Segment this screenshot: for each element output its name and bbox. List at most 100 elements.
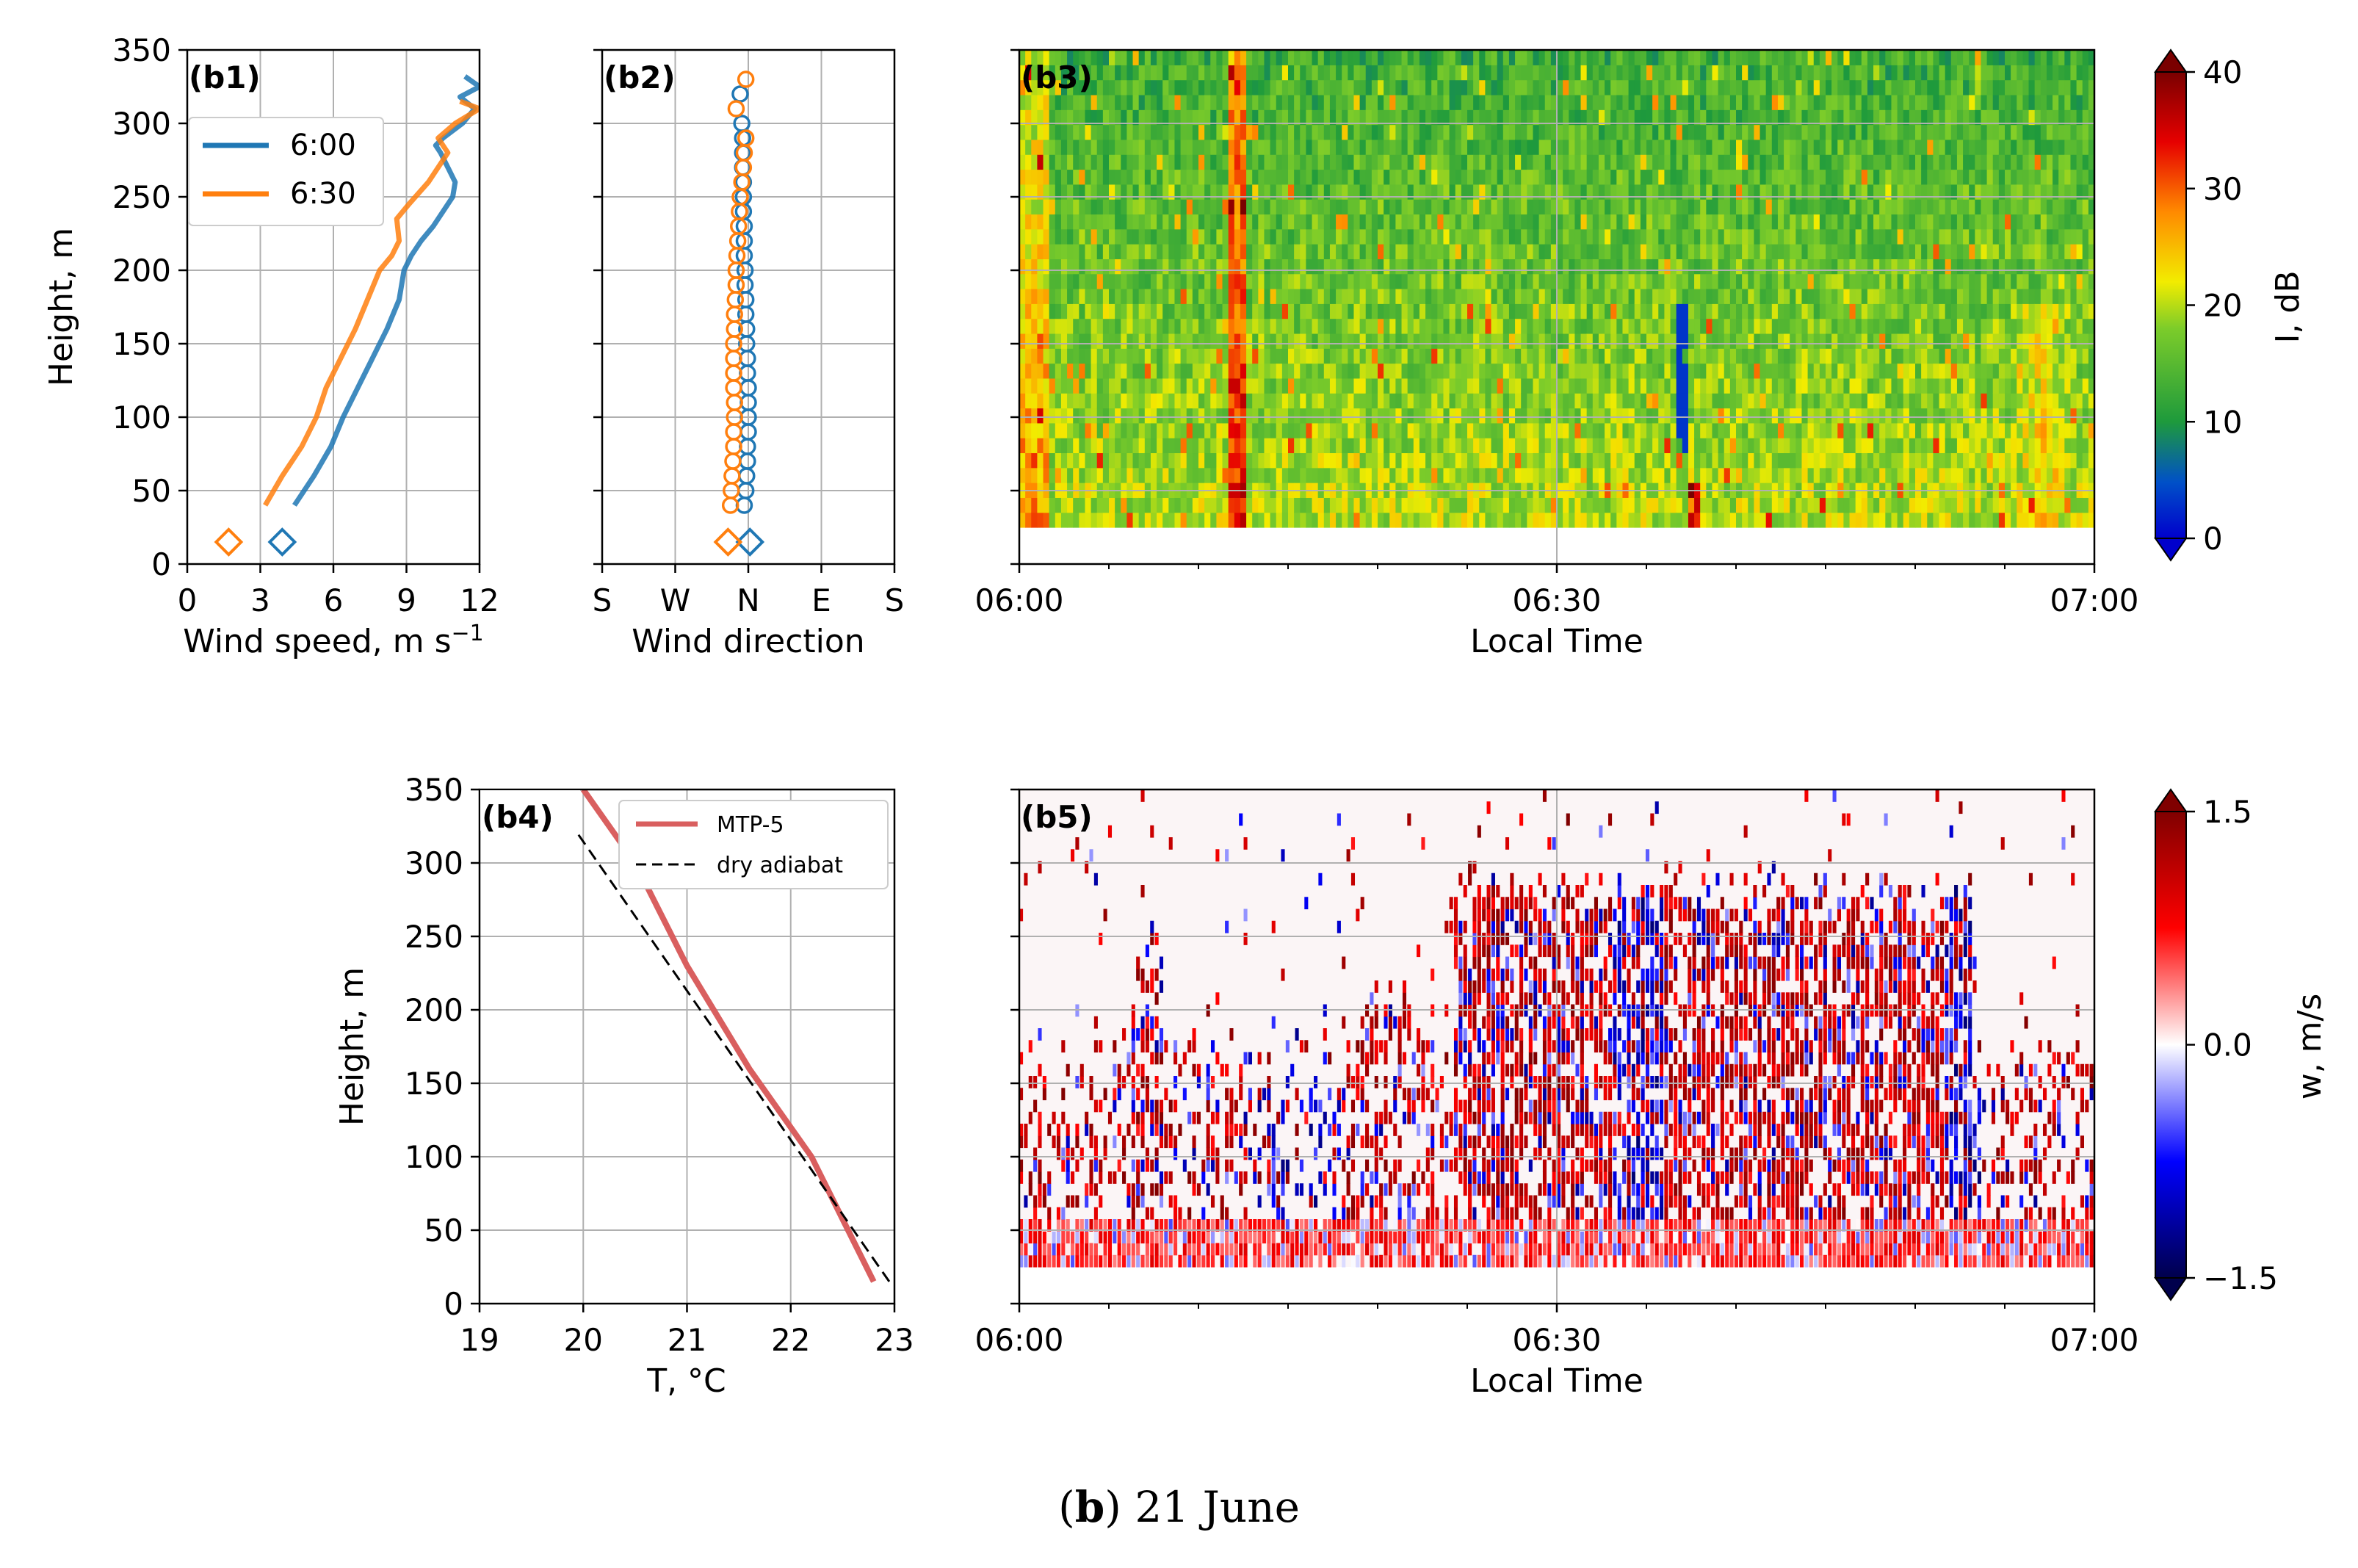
heatmap-cell bbox=[1622, 363, 1630, 379]
heatmap-cell bbox=[1622, 79, 1630, 95]
heatmap-cell bbox=[1222, 512, 1229, 528]
heatmap-cell bbox=[1885, 377, 1892, 394]
heatmap-cell bbox=[1067, 377, 1074, 394]
heatmap-cell bbox=[1174, 377, 1182, 394]
heatmap-cell bbox=[1586, 348, 1594, 364]
heatmap-cell bbox=[1724, 65, 1731, 81]
heatmap-cell bbox=[1049, 303, 1056, 319]
heatmap-cell bbox=[1365, 139, 1373, 155]
heatmap-cell bbox=[1718, 438, 1725, 454]
heatmap-cell bbox=[1121, 94, 1127, 110]
heatmap-cell bbox=[1329, 65, 1337, 81]
heatmap-cell bbox=[1306, 244, 1313, 259]
heatmap-cell bbox=[1903, 94, 1910, 110]
heatmap-cell bbox=[1276, 408, 1283, 424]
heatmap-cell bbox=[1533, 303, 1540, 319]
heatmap-cell bbox=[1867, 289, 1874, 304]
heatmap-cell bbox=[1694, 363, 1701, 379]
heatmap-cell bbox=[1837, 109, 1844, 126]
heatmap-cell bbox=[1395, 154, 1403, 170]
heatmap-cell bbox=[1353, 169, 1361, 185]
heatmap-cell bbox=[1102, 438, 1110, 454]
heatmap-cell bbox=[1437, 50, 1444, 65]
heatmap-cell bbox=[1096, 169, 1104, 185]
heatmap-cell bbox=[1329, 169, 1337, 185]
heatmap-cell bbox=[1317, 408, 1325, 424]
heatmap-cell bbox=[1378, 497, 1384, 513]
heatmap-cell bbox=[1688, 363, 1695, 379]
heatmap-cell bbox=[1826, 79, 1832, 95]
heatmap-cell bbox=[1508, 50, 1516, 65]
heatmap-cell bbox=[1437, 467, 1444, 483]
heatmap-cell bbox=[1569, 348, 1575, 364]
heatmap-cell bbox=[1025, 273, 1032, 289]
heatmap-cell bbox=[1348, 109, 1355, 126]
heatmap-cell bbox=[1371, 228, 1378, 245]
heatmap-cell bbox=[1425, 289, 1432, 304]
heatmap-cell bbox=[1288, 214, 1295, 230]
heatmap-cell bbox=[1222, 393, 1229, 409]
heatmap-cell bbox=[1395, 512, 1403, 528]
heatmap-cell bbox=[1915, 348, 1922, 364]
heatmap-cell bbox=[1855, 199, 1862, 215]
heatmap-cell bbox=[1527, 303, 1534, 319]
heatmap-cell bbox=[1885, 318, 1892, 334]
heatmap-cell bbox=[1258, 333, 1265, 349]
heatmap-cell bbox=[1168, 244, 1176, 259]
heatmap-cell bbox=[1025, 154, 1032, 170]
heatmap-cell bbox=[1485, 422, 1492, 438]
heatmap-cell bbox=[1419, 467, 1426, 483]
heatmap-cell bbox=[1431, 273, 1438, 289]
heatmap-cell bbox=[1281, 318, 1289, 334]
heatmap-cell bbox=[1867, 228, 1874, 245]
heatmap-cell bbox=[1712, 199, 1719, 215]
heatmap-cell bbox=[1174, 363, 1182, 379]
heatmap-cell bbox=[1198, 497, 1205, 513]
heatmap-cell bbox=[1569, 214, 1575, 230]
heatmap-cell bbox=[1157, 184, 1163, 200]
heatmap-cell bbox=[1837, 363, 1844, 379]
heatmap-cell bbox=[1622, 348, 1630, 364]
heatmap-cell bbox=[1592, 169, 1599, 185]
heatmap-cell bbox=[1867, 497, 1874, 513]
heatmap-cell bbox=[1359, 273, 1367, 289]
heatmap-cell bbox=[1216, 79, 1223, 95]
heatmap-cell bbox=[1563, 154, 1569, 170]
heatmap-cell bbox=[1706, 438, 1713, 454]
heatmap-cell bbox=[1126, 467, 1134, 483]
heatmap-cell bbox=[1563, 124, 1569, 140]
heatmap-cell bbox=[1425, 273, 1432, 289]
heatmap-cell bbox=[1467, 452, 1474, 469]
heatmap-cell bbox=[1527, 199, 1534, 215]
heatmap-cell bbox=[1873, 512, 1880, 528]
heatmap-cell bbox=[1784, 318, 1790, 334]
heatmap-cell bbox=[1467, 228, 1474, 245]
heatmap-cell bbox=[1443, 452, 1450, 469]
heatmap-cell bbox=[1025, 289, 1032, 304]
heatmap-cell bbox=[1563, 199, 1569, 215]
heatmap-cell bbox=[1616, 393, 1624, 409]
heatmap-cell bbox=[1706, 228, 1713, 245]
heatmap-cell bbox=[1091, 154, 1098, 170]
heatmap-cell bbox=[1592, 333, 1599, 349]
heatmap-cell bbox=[1473, 318, 1480, 334]
heatmap-cell bbox=[1132, 289, 1140, 304]
heatmap-cell bbox=[1312, 318, 1319, 334]
heatmap-cell bbox=[1664, 65, 1671, 81]
heatmap-cell bbox=[1527, 497, 1534, 513]
heatmap-cell bbox=[1264, 333, 1271, 349]
heatmap-cell bbox=[1431, 377, 1438, 394]
heatmap-cell bbox=[1592, 65, 1599, 81]
heatmap-cell bbox=[1760, 512, 1767, 528]
heatmap-cell bbox=[1079, 393, 1086, 409]
heatmap-cell bbox=[1658, 318, 1665, 334]
heatmap-cell bbox=[1281, 199, 1289, 215]
heatmap-cell bbox=[1348, 333, 1355, 349]
heatmap-cell bbox=[1096, 184, 1104, 200]
heatmap-cell bbox=[1771, 333, 1779, 349]
heatmap-cell bbox=[1437, 333, 1444, 349]
heatmap-cell bbox=[1479, 199, 1486, 215]
heatmap-cell bbox=[1348, 214, 1355, 230]
heatmap-cell bbox=[1479, 65, 1486, 81]
heatmap-cell bbox=[1885, 169, 1892, 185]
